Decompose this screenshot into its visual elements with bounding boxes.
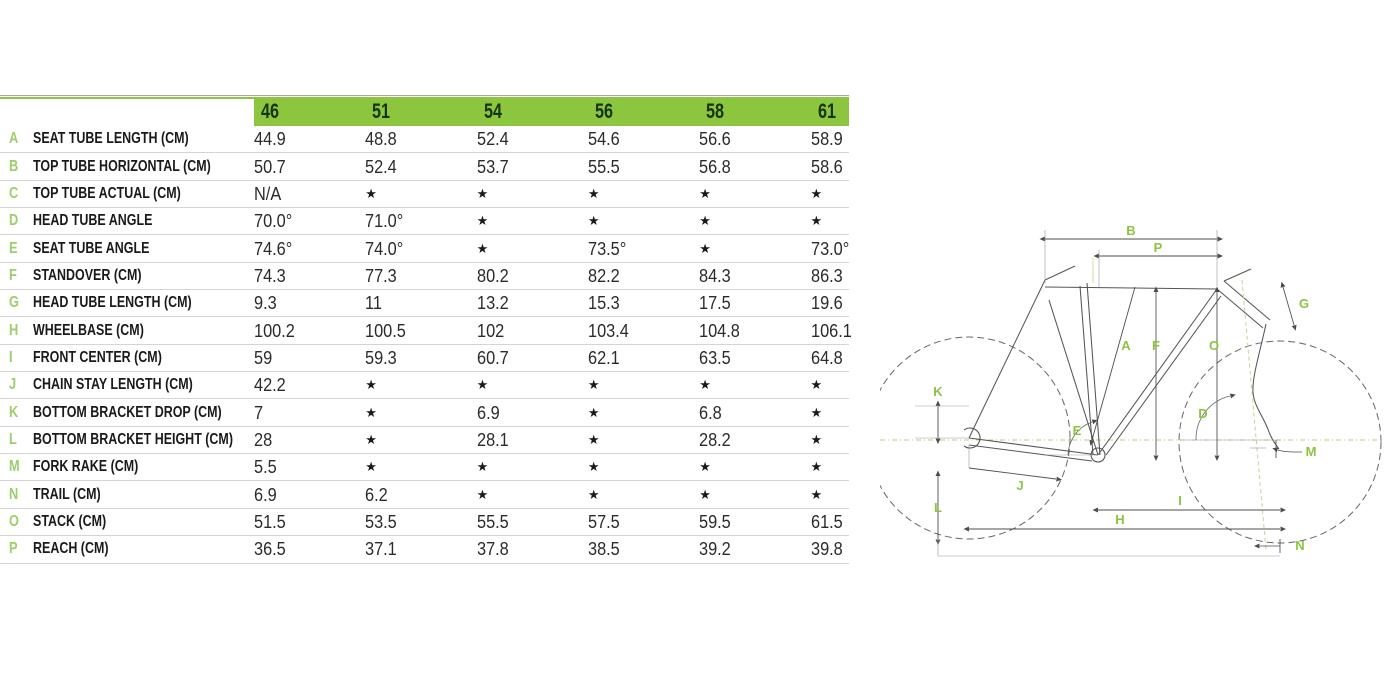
svg-text:E: E (1073, 423, 1082, 438)
svg-text:I: I (1178, 493, 1182, 508)
svg-text:J: J (1016, 478, 1023, 493)
svg-text:H: H (1115, 512, 1124, 527)
svg-text:K: K (933, 384, 943, 399)
svg-text:D: D (1198, 406, 1207, 421)
svg-text:G: G (1299, 296, 1309, 311)
svg-text:M: M (1306, 444, 1317, 459)
svg-text:O: O (1209, 338, 1219, 353)
svg-text:P: P (1154, 240, 1163, 255)
svg-text:N: N (1295, 538, 1304, 553)
svg-text:F: F (1152, 338, 1160, 353)
svg-text:B: B (1126, 223, 1135, 238)
svg-text:L: L (934, 500, 942, 515)
svg-text:A: A (1121, 338, 1131, 353)
